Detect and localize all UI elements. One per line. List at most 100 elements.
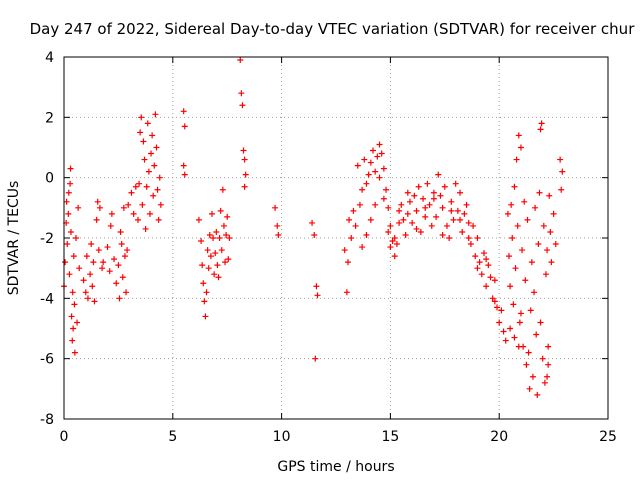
data-point bbox=[426, 201, 433, 208]
data-point bbox=[350, 207, 357, 214]
data-point bbox=[521, 198, 528, 205]
data-point bbox=[505, 253, 512, 260]
data-point bbox=[64, 241, 71, 248]
grid bbox=[64, 57, 608, 419]
data-point bbox=[106, 268, 113, 275]
data-point bbox=[208, 210, 215, 217]
data-point bbox=[535, 241, 542, 248]
data-point bbox=[181, 123, 188, 130]
data-point bbox=[367, 159, 374, 166]
data-point bbox=[498, 307, 505, 314]
data-point bbox=[376, 174, 383, 181]
data-point bbox=[367, 216, 374, 223]
x-axis-label: GPS time / hours bbox=[277, 459, 394, 475]
data-point bbox=[93, 216, 100, 223]
data-point bbox=[344, 259, 351, 266]
data-point bbox=[139, 201, 146, 208]
data-point bbox=[80, 277, 87, 284]
data-point bbox=[213, 228, 220, 235]
data-point bbox=[136, 180, 143, 187]
data-point bbox=[309, 219, 316, 226]
data-point bbox=[534, 391, 541, 398]
data-point bbox=[204, 247, 211, 254]
data-point bbox=[275, 231, 282, 238]
data-point bbox=[90, 259, 97, 266]
x-tick-label: 25 bbox=[599, 429, 617, 445]
data-point bbox=[240, 147, 247, 154]
data-point bbox=[409, 219, 416, 226]
data-point bbox=[545, 343, 552, 350]
data-point bbox=[341, 247, 348, 254]
data-point bbox=[96, 204, 103, 211]
data-point bbox=[224, 213, 231, 220]
x-tick-label: 15 bbox=[381, 429, 399, 445]
y-tick-label: -4 bbox=[40, 291, 54, 307]
data-point bbox=[70, 253, 77, 260]
data-point bbox=[529, 373, 536, 380]
data-point bbox=[361, 156, 368, 163]
data-point bbox=[519, 247, 526, 254]
data-point bbox=[417, 228, 424, 235]
data-point bbox=[207, 253, 214, 260]
data-point bbox=[311, 231, 318, 238]
data-point bbox=[155, 216, 162, 223]
data-point bbox=[389, 238, 396, 245]
data-point bbox=[199, 262, 206, 269]
data-point bbox=[439, 204, 446, 211]
data-point bbox=[154, 186, 161, 193]
data-point bbox=[428, 222, 435, 229]
data-point bbox=[507, 325, 514, 332]
data-point bbox=[378, 150, 385, 157]
data-point bbox=[145, 168, 152, 175]
data-point bbox=[515, 343, 522, 350]
data-point bbox=[523, 361, 530, 368]
data-point bbox=[402, 231, 409, 238]
data-point bbox=[74, 319, 81, 326]
data-point bbox=[376, 141, 383, 148]
data-point bbox=[363, 180, 370, 187]
data-point bbox=[544, 373, 551, 380]
data-point bbox=[435, 171, 442, 178]
data-point bbox=[531, 289, 538, 296]
data-point bbox=[396, 207, 403, 214]
data-point bbox=[215, 274, 222, 281]
chart-title: Day 247 of 2022, Sidereal Day-to-day VTE… bbox=[30, 20, 636, 38]
data-point bbox=[491, 277, 498, 284]
data-point bbox=[557, 156, 564, 163]
data-point bbox=[100, 259, 107, 266]
data-point bbox=[430, 195, 437, 202]
data-point bbox=[396, 219, 403, 226]
data-point bbox=[312, 355, 319, 362]
data-point bbox=[516, 319, 523, 326]
y-tick-label: -2 bbox=[40, 231, 54, 247]
data-point bbox=[352, 222, 359, 229]
data-point bbox=[514, 222, 521, 229]
data-point bbox=[446, 235, 453, 241]
data-point bbox=[69, 289, 76, 296]
data-point bbox=[69, 337, 76, 344]
data-point bbox=[343, 289, 350, 296]
data-point bbox=[111, 256, 118, 263]
data-point bbox=[72, 235, 79, 241]
data-point bbox=[63, 198, 70, 205]
data-point bbox=[66, 271, 73, 278]
data-point bbox=[510, 301, 517, 308]
data-point bbox=[489, 295, 496, 302]
data-point bbox=[82, 289, 89, 296]
data-point bbox=[84, 295, 91, 302]
data-point bbox=[272, 204, 279, 211]
data-point bbox=[346, 216, 353, 223]
data-point bbox=[542, 271, 549, 278]
data-point bbox=[391, 235, 398, 241]
data-point bbox=[146, 210, 153, 217]
y-tick-label: -8 bbox=[40, 412, 54, 428]
data-point bbox=[138, 114, 145, 121]
data-point bbox=[181, 171, 188, 178]
x-tick-label: 5 bbox=[168, 429, 177, 445]
data-point bbox=[511, 334, 518, 341]
data-point bbox=[547, 228, 554, 235]
data-point bbox=[128, 189, 135, 196]
data-point bbox=[70, 325, 77, 332]
data-point bbox=[157, 201, 164, 208]
data-point bbox=[413, 207, 420, 214]
